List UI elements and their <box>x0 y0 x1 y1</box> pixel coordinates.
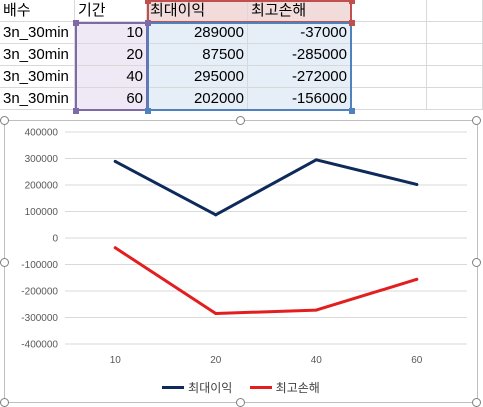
cell-period[interactable]: 40 <box>75 66 147 88</box>
range-resize-handle[interactable] <box>145 108 151 114</box>
cell-multiplier[interactable]: 3n_30min <box>0 88 75 110</box>
y-tick-label: 300000 <box>25 154 59 165</box>
header-cell-max-profit[interactable]: 최대이익 <box>147 0 248 22</box>
y-tick-label: 400000 <box>25 128 59 139</box>
y-tick-label: -300000 <box>21 313 58 324</box>
data-point <box>415 277 419 281</box>
empty-cell[interactable] <box>351 66 427 88</box>
empty-cell[interactable] <box>427 0 483 22</box>
empty-cell[interactable] <box>427 88 483 110</box>
data-point <box>214 213 218 217</box>
range-resize-handle[interactable] <box>73 20 79 26</box>
chart-resize-handle-top-center[interactable] <box>236 116 245 125</box>
range-resize-handle[interactable] <box>73 108 79 114</box>
table-row: 3n_30min 20 87500 -285000 <box>0 44 483 66</box>
range-resize-handle[interactable] <box>145 0 151 4</box>
data-point <box>314 158 318 162</box>
header-cell-period[interactable]: 기간 <box>75 0 147 22</box>
y-tick-label: -100000 <box>21 260 58 271</box>
data-point <box>415 182 419 186</box>
cell-period[interactable]: 10 <box>75 22 147 44</box>
cell-multiplier[interactable]: 3n_30min <box>0 22 75 44</box>
series-line-max-loss <box>113 246 419 316</box>
cell-max-profit[interactable]: 202000 <box>147 88 248 110</box>
cell-max-profit[interactable]: 87500 <box>147 44 248 66</box>
range-resize-handle[interactable] <box>145 20 151 26</box>
chart-legend[interactable]: 최대이익 최고손해 <box>5 378 477 396</box>
cell-period[interactable]: 20 <box>75 44 147 66</box>
cell-multiplier[interactable]: 3n_30min <box>0 44 75 66</box>
cell-max-loss[interactable]: -272000 <box>248 66 351 88</box>
empty-cell[interactable] <box>351 44 427 66</box>
legend-swatch-max-profit <box>162 386 185 389</box>
range-resize-handle[interactable] <box>349 20 355 26</box>
cell-period[interactable]: 60 <box>75 88 147 110</box>
spreadsheet-grid: 배수 기간 최대이익 최고손해 3n_30min 10 289000 -3700… <box>0 0 483 116</box>
cell-max-profit[interactable]: 295000 <box>147 66 248 88</box>
empty-cell[interactable] <box>427 66 483 88</box>
series-line-max-profit <box>113 158 419 217</box>
range-resize-handle[interactable] <box>349 0 355 4</box>
legend-item-max-profit: 최대이익 <box>162 379 232 396</box>
legend-item-max-loss: 최고손해 <box>249 379 320 396</box>
range-resize-handle[interactable] <box>349 108 355 114</box>
table-row: 3n_30min 10 289000 -37000 <box>0 22 483 44</box>
empty-cell[interactable] <box>427 22 483 44</box>
empty-cell[interactable] <box>351 22 427 44</box>
cell-max-loss[interactable]: -285000 <box>248 44 351 66</box>
y-tick-label: 100000 <box>25 207 59 218</box>
table-row: 3n_30min 40 295000 -272000 <box>0 66 483 88</box>
y-tick-label: -400000 <box>21 340 58 351</box>
cell-max-loss[interactable]: -156000 <box>248 88 351 110</box>
line-chart[interactable]: 400000 300000 200000 100000 0 -100000 -200000 -… <box>0 116 481 407</box>
legend-label-max-loss: 최고손해 <box>275 381 320 395</box>
x-tick-label: 10 <box>110 355 122 366</box>
chart-resize-handle-top-right[interactable] <box>472 116 481 125</box>
cell-multiplier[interactable]: 3n_30min <box>0 66 75 88</box>
x-tick-label: 40 <box>311 355 323 366</box>
data-point <box>113 159 117 163</box>
header-cell-multiplier[interactable]: 배수 <box>0 0 75 22</box>
empty-cell[interactable] <box>351 88 427 110</box>
legend-label-max-profit: 최대이익 <box>188 381 233 395</box>
chart-resize-handle-middle-left[interactable] <box>0 258 9 267</box>
empty-cell[interactable] <box>351 0 427 22</box>
table-row: 3n_30min 60 202000 -156000 <box>0 88 483 110</box>
y-tick-label: -200000 <box>21 287 58 298</box>
header-row: 배수 기간 최대이익 최고손해 <box>0 0 483 22</box>
data-point <box>314 308 318 312</box>
chart-plot-area: 400000 300000 200000 100000 0 -100000 -200000 -… <box>21 128 467 366</box>
chart-resize-handle-top-left[interactable] <box>0 116 9 125</box>
x-tick-label: 60 <box>411 355 423 366</box>
legend-swatch-max-loss <box>249 386 272 389</box>
cell-max-loss[interactable]: -37000 <box>248 22 351 44</box>
x-tick-label: 20 <box>210 355 222 366</box>
data-point <box>214 312 218 316</box>
y-tick-label: 200000 <box>25 181 59 192</box>
empty-cell[interactable] <box>427 44 483 66</box>
header-cell-max-loss[interactable]: 최고손해 <box>248 0 351 22</box>
y-tick-label: 0 <box>52 234 58 245</box>
chart-resize-handle-middle-right[interactable] <box>472 258 481 267</box>
cell-max-profit[interactable]: 289000 <box>147 22 248 44</box>
data-point <box>113 246 117 250</box>
